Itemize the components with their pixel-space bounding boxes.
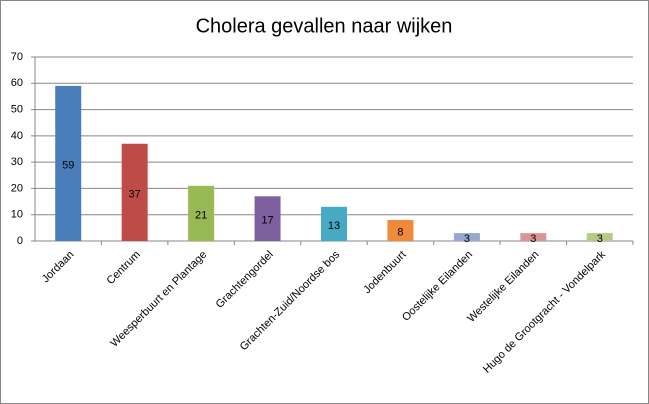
data-label: 13 bbox=[328, 220, 340, 232]
bar bbox=[321, 206, 347, 241]
data-label: 17 bbox=[261, 215, 273, 227]
y-tick-label: 70 bbox=[11, 51, 23, 63]
data-label: 3 bbox=[464, 233, 470, 245]
bar bbox=[121, 143, 148, 241]
data-label: 59 bbox=[62, 159, 74, 171]
bar bbox=[254, 196, 281, 241]
y-tick-label: 50 bbox=[11, 103, 23, 115]
y-tick-label: 40 bbox=[11, 130, 23, 142]
data-label: 37 bbox=[129, 188, 141, 200]
y-tick-label: 10 bbox=[11, 209, 23, 221]
chart-title: Cholera gevallen naar wijken bbox=[196, 15, 453, 37]
bar bbox=[520, 233, 547, 241]
y-tick-label: 60 bbox=[11, 77, 23, 89]
bar bbox=[188, 185, 215, 241]
data-label: 8 bbox=[397, 226, 403, 238]
bar bbox=[387, 219, 414, 241]
data-label: 21 bbox=[195, 209, 207, 221]
data-label: 3 bbox=[597, 233, 603, 245]
data-label: 3 bbox=[530, 233, 536, 245]
bar bbox=[55, 85, 82, 242]
y-tick-label: 30 bbox=[11, 156, 23, 168]
bar bbox=[586, 233, 613, 241]
y-tick-label: 0 bbox=[17, 235, 23, 247]
y-tick-label: 20 bbox=[11, 182, 23, 194]
bar bbox=[453, 233, 480, 241]
